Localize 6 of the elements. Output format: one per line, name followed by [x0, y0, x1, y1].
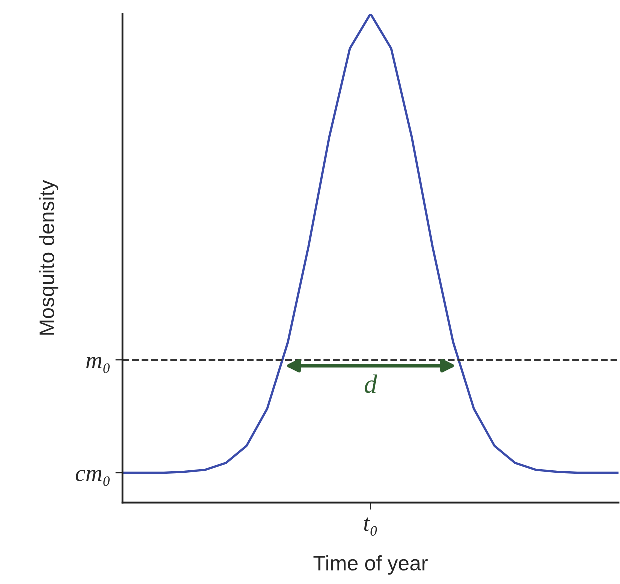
text: cm₀ — [76, 470, 110, 486]
x-axis-title: Time of year — [314, 555, 428, 575]
annotation: d — [364, 374, 378, 394]
text: t₀ — [364, 518, 378, 536]
ref-line-label: m₀ — [86, 357, 110, 374]
y-axis-title: Mosquito density — [39, 180, 59, 335]
